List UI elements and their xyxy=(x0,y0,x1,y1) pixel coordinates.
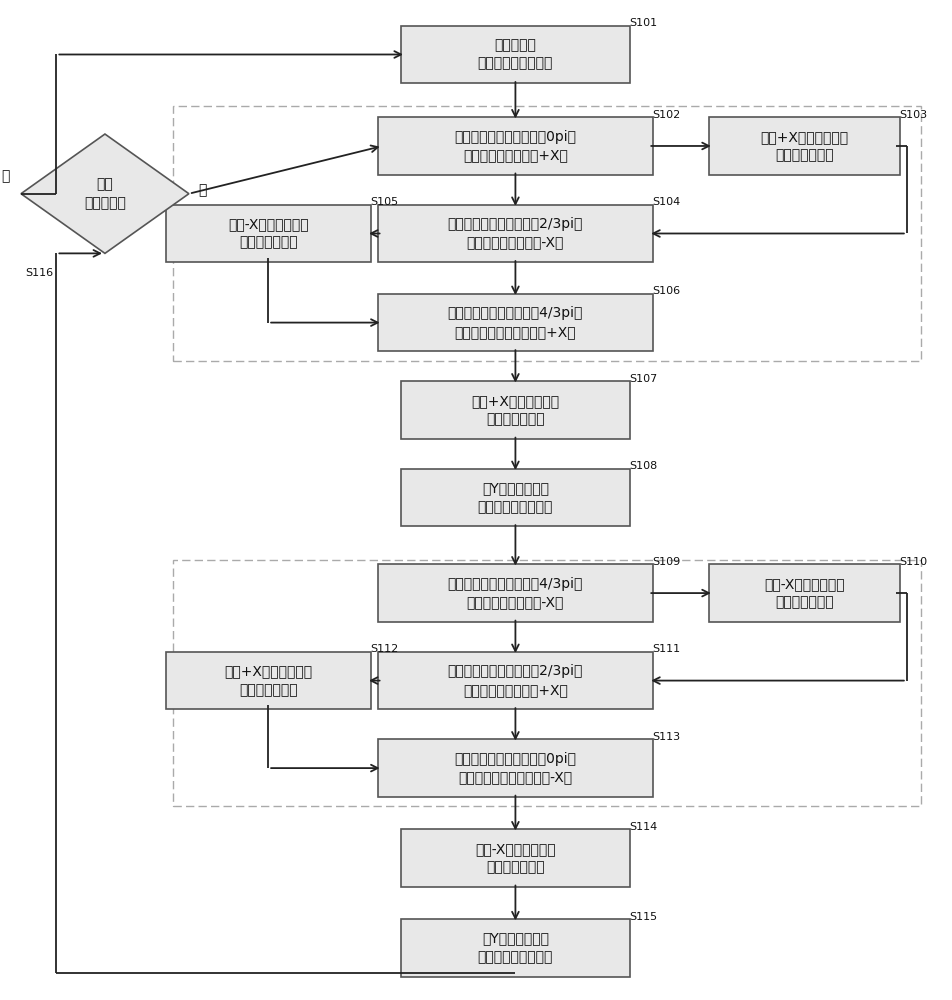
Text: S108: S108 xyxy=(628,461,657,471)
Text: S105: S105 xyxy=(370,197,398,207)
Text: 沿（+X）向移动样本
并触发相机拍照: 沿（+X）向移动样本 并触发相机拍照 xyxy=(471,394,560,426)
FancyBboxPatch shape xyxy=(378,117,653,175)
FancyBboxPatch shape xyxy=(166,652,371,709)
Polygon shape xyxy=(21,134,188,253)
Bar xyxy=(173,106,922,361)
FancyBboxPatch shape xyxy=(378,564,653,622)
Text: 设置空间光调制器（相位0pi）
设置相机积分方向（+X）: 设置空间光调制器（相位0pi） 设置相机积分方向（+X） xyxy=(454,130,576,162)
Text: 设置空间光调制器（相位4/3pi）
设置相机积分方向（-X）: 设置空间光调制器（相位4/3pi） 设置相机积分方向（-X） xyxy=(447,577,584,609)
Text: 设置空间光调制器（相位2/3pi）
改变相机积分方向（+X）: 设置空间光调制器（相位2/3pi） 改变相机积分方向（+X） xyxy=(447,664,584,697)
FancyBboxPatch shape xyxy=(401,26,629,83)
FancyBboxPatch shape xyxy=(709,117,901,175)
Text: 沿（-X）向移动样本
并触发相机拍照: 沿（-X）向移动样本 并触发相机拍照 xyxy=(475,842,556,874)
Text: 移动样本到
断层扫描的起始位置: 移动样本到 断层扫描的起始位置 xyxy=(478,38,553,71)
FancyBboxPatch shape xyxy=(378,205,653,262)
Text: S111: S111 xyxy=(652,644,681,654)
Text: 否: 否 xyxy=(198,183,207,197)
FancyBboxPatch shape xyxy=(378,739,653,797)
Text: 沿（-X）向移动样本
并触发相机拍照: 沿（-X）向移动样本 并触发相机拍照 xyxy=(228,217,308,250)
Text: S114: S114 xyxy=(628,822,657,832)
Text: 设置空间光调制器（相位2/3pi）
改变相机积分方向（-X）: 设置空间光调制器（相位2/3pi） 改变相机积分方向（-X） xyxy=(447,217,584,250)
FancyBboxPatch shape xyxy=(401,829,629,887)
FancyBboxPatch shape xyxy=(166,205,371,262)
Text: S110: S110 xyxy=(900,557,927,567)
Text: 设置空间光调制器（相位4/3pi）
再次改变相机积分方向（+X）: 设置空间光调制器（相位4/3pi） 再次改变相机积分方向（+X） xyxy=(447,306,584,339)
Text: S115: S115 xyxy=(628,912,657,922)
Bar xyxy=(173,560,922,806)
Text: S102: S102 xyxy=(652,110,681,120)
Text: S113: S113 xyxy=(652,732,681,742)
Text: 沿Y向移动样本至
相邻成像区域的起点: 沿Y向移动样本至 相邻成像区域的起点 xyxy=(478,932,553,964)
FancyBboxPatch shape xyxy=(378,652,653,709)
Text: S101: S101 xyxy=(628,18,657,28)
Text: S106: S106 xyxy=(652,286,681,296)
Text: S104: S104 xyxy=(652,197,681,207)
Text: S103: S103 xyxy=(900,110,927,120)
Text: S109: S109 xyxy=(652,557,681,567)
Text: 完成
整个断层？: 完成 整个断层？ xyxy=(84,178,126,210)
Text: S116: S116 xyxy=(26,268,53,278)
Text: 沿（+X）向移动样本
并触发相机拍照: 沿（+X）向移动样本 并触发相机拍照 xyxy=(224,664,312,697)
FancyBboxPatch shape xyxy=(709,564,901,622)
FancyBboxPatch shape xyxy=(378,294,653,351)
FancyBboxPatch shape xyxy=(401,469,629,526)
Text: 沿（+X）向移动样本
并触发相机拍照: 沿（+X）向移动样本 并触发相机拍照 xyxy=(761,130,848,162)
Text: 设置空间光调制器（相位0pi）
再次改变相机积分方向（-X）: 设置空间光调制器（相位0pi） 再次改变相机积分方向（-X） xyxy=(454,752,576,784)
Text: 沿（-X）向移动样本
并触发相机拍照: 沿（-X）向移动样本 并触发相机拍照 xyxy=(764,577,845,609)
Text: 沿Y向移动样本至
相邻成像区域的起点: 沿Y向移动样本至 相邻成像区域的起点 xyxy=(478,481,553,514)
Text: S112: S112 xyxy=(370,644,398,654)
FancyBboxPatch shape xyxy=(401,919,629,977)
Text: S107: S107 xyxy=(628,374,657,384)
FancyBboxPatch shape xyxy=(401,381,629,439)
Text: 是: 是 xyxy=(1,169,10,183)
